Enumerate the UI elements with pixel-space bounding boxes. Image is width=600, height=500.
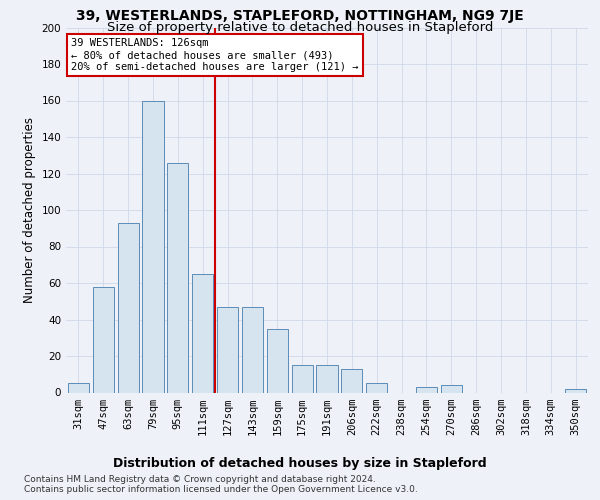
Text: 39 WESTERLANDS: 126sqm
← 80% of detached houses are smaller (493)
20% of semi-de: 39 WESTERLANDS: 126sqm ← 80% of detached… [71, 38, 359, 72]
Bar [192, 274, 213, 392]
Bar [341, 369, 362, 392]
Bar [68, 384, 89, 392]
Bar [441, 385, 462, 392]
Text: Distribution of detached houses by size in Stapleford: Distribution of detached houses by size … [113, 458, 487, 470]
Text: 39, WESTERLANDS, STAPLEFORD, NOTTINGHAM, NG9 7JE: 39, WESTERLANDS, STAPLEFORD, NOTTINGHAM,… [76, 9, 524, 23]
Bar [565, 389, 586, 392]
Bar [316, 365, 338, 392]
Y-axis label: Number of detached properties: Number of detached properties [23, 117, 36, 303]
Text: Size of property relative to detached houses in Stapleford: Size of property relative to detached ho… [107, 21, 493, 34]
Bar [142, 100, 164, 393]
Text: Contains HM Land Registry data © Crown copyright and database right 2024.: Contains HM Land Registry data © Crown c… [24, 475, 376, 484]
Bar [217, 306, 238, 392]
Bar [118, 223, 139, 392]
Bar [292, 365, 313, 392]
Text: Contains public sector information licensed under the Open Government Licence v3: Contains public sector information licen… [24, 485, 418, 494]
Bar [242, 306, 263, 392]
Bar [267, 328, 288, 392]
Bar [93, 286, 114, 393]
Bar [167, 162, 188, 392]
Bar [366, 384, 387, 392]
Bar [416, 387, 437, 392]
